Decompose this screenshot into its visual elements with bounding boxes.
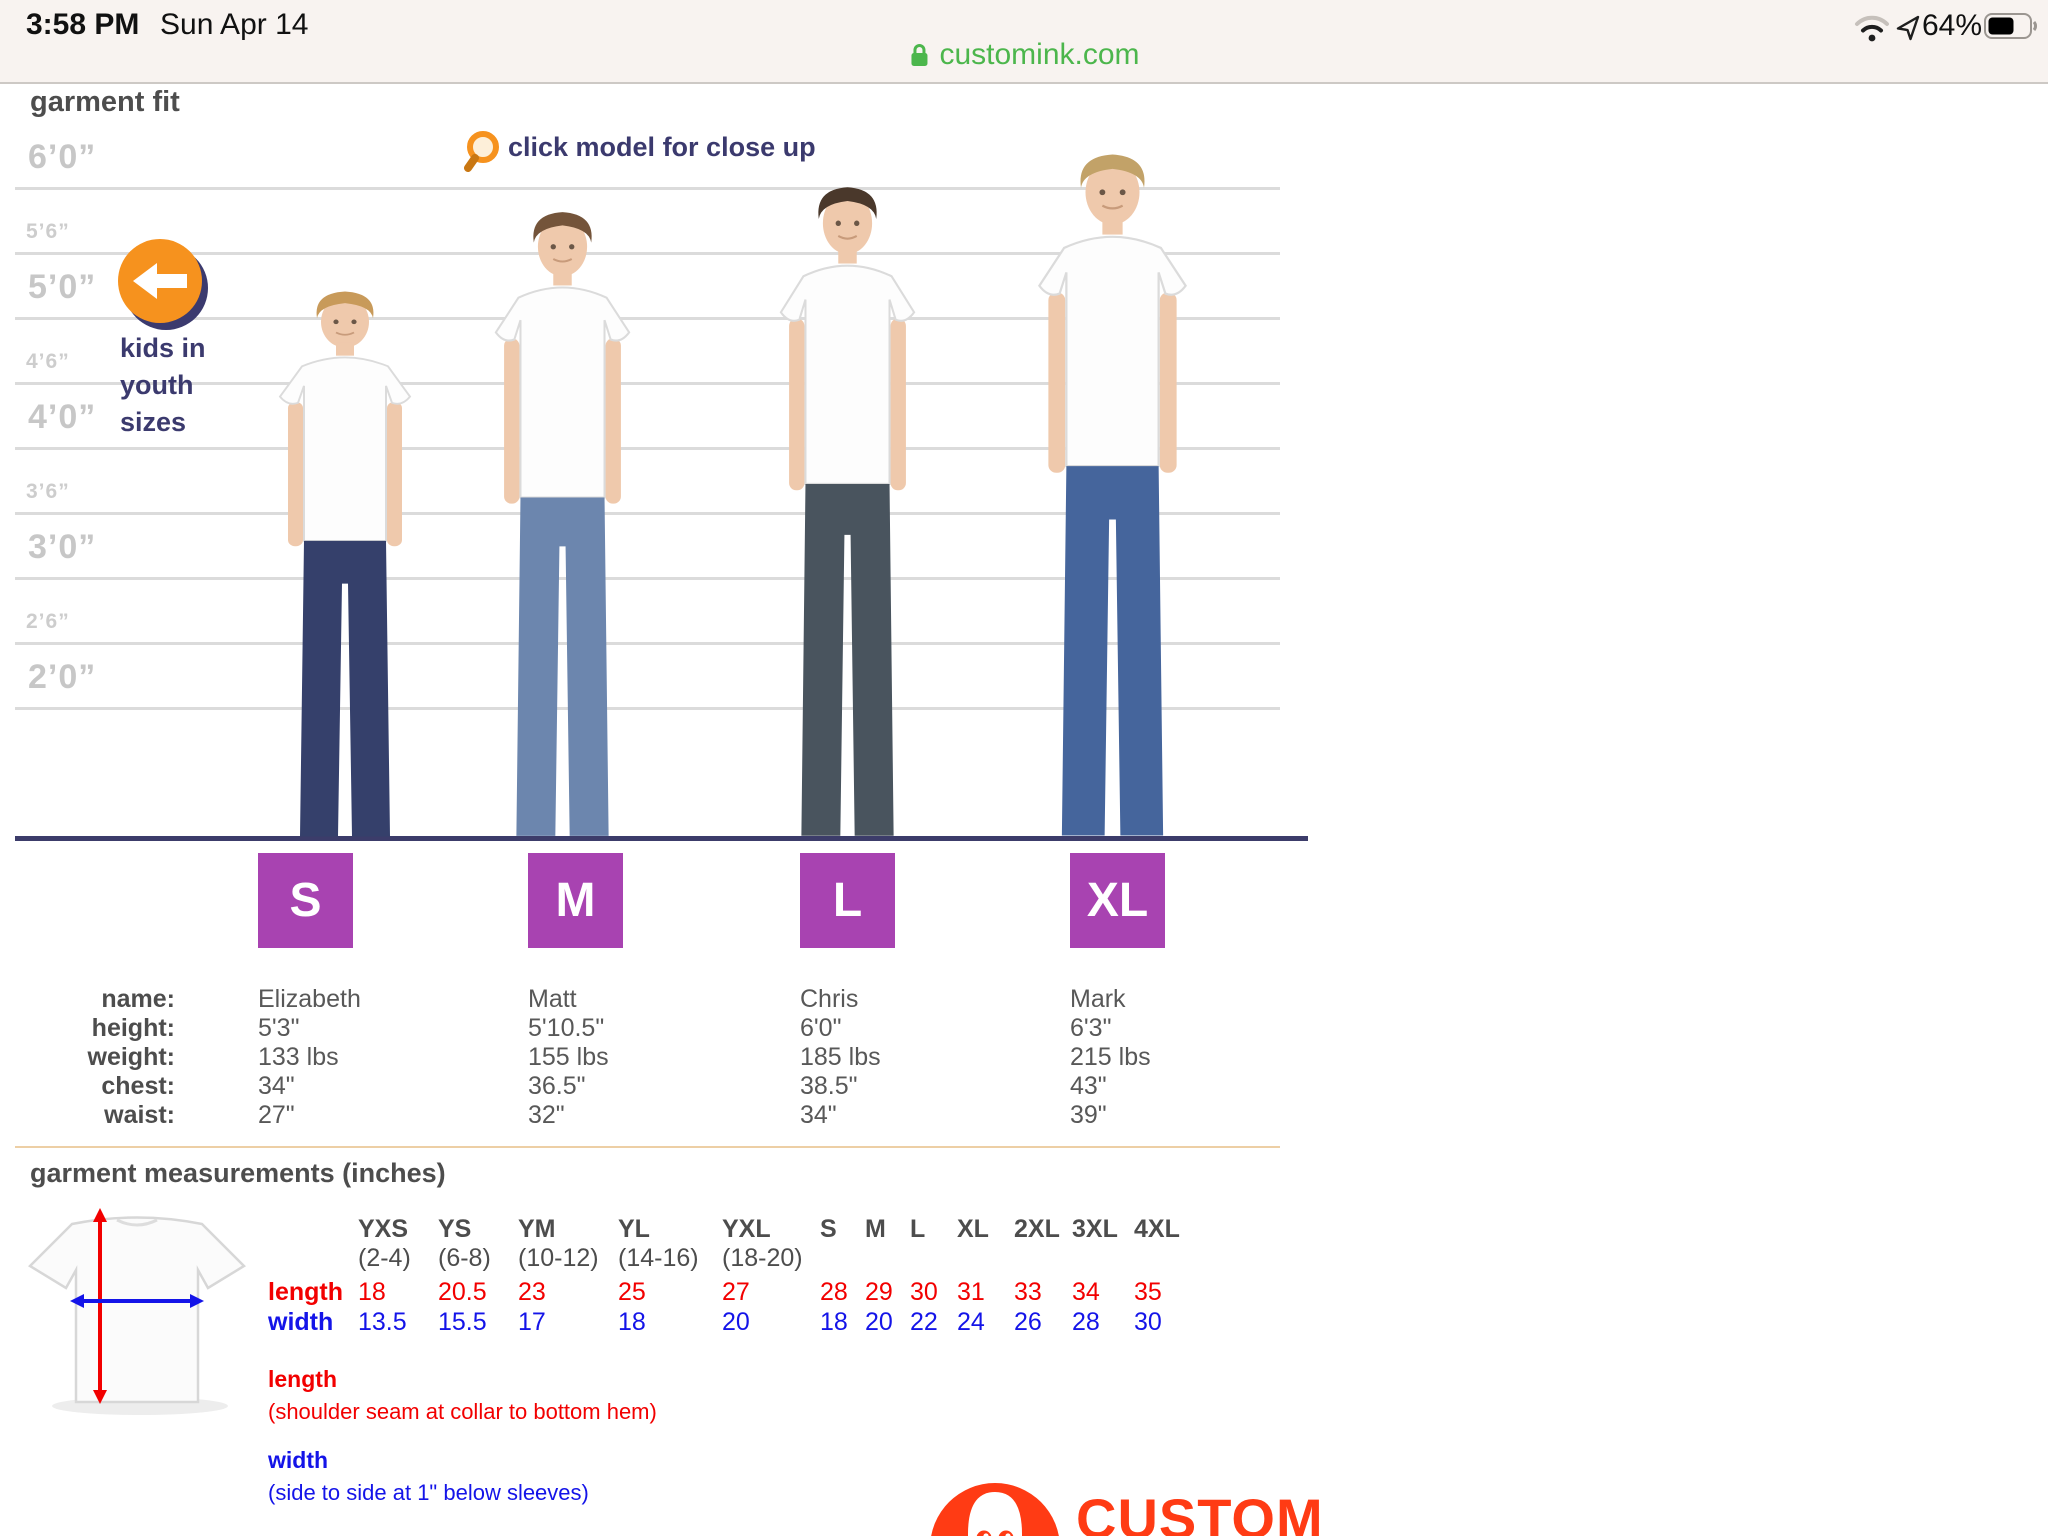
width-note-title: width xyxy=(268,1447,329,1473)
model-photo-chris[interactable] xyxy=(745,183,950,840)
size-badge-m: M xyxy=(528,853,623,948)
scale-label: 2’6” xyxy=(26,610,70,633)
table-row: chest: 34" 36.5" 38.5" 43" xyxy=(101,1072,1107,1100)
scale-line xyxy=(15,252,1280,255)
table-row: weight: 133 lbs 155 lbs 185 lbs 215 lbs xyxy=(87,1043,1151,1071)
length-row: length 18 20.5 23 25 27 28 29 30 31 33 3… xyxy=(268,1277,1162,1306)
scale-label: 5’0” xyxy=(28,268,97,306)
table-row: waist: 27" 32" 34" 39" xyxy=(104,1101,1107,1129)
scale-line xyxy=(15,187,1280,190)
cta-text: click model for close up xyxy=(508,132,816,162)
status-date: Sun Apr 14 xyxy=(160,8,309,41)
length-note-text: (shoulder seam at collar to bottom hem) xyxy=(268,1399,657,1424)
scale-line xyxy=(15,577,1280,580)
location-icon xyxy=(1896,15,1920,41)
scale-line xyxy=(15,642,1280,645)
size-badge-l: L xyxy=(800,853,895,948)
size-badge-xl: XL xyxy=(1070,853,1165,948)
length-note-title: length xyxy=(268,1366,337,1392)
scale-label: 2’0” xyxy=(28,658,97,696)
address-bar[interactable]: customink.com xyxy=(908,38,1140,72)
scale-label: 5’6” xyxy=(26,220,70,243)
brand-wordmark: CUSTOM xyxy=(1076,1487,1324,1536)
table-row: height: 5'3" 5'10.5" 6'0" 6'3" xyxy=(91,1014,1112,1042)
url-text: customink.com xyxy=(939,38,1140,71)
scale-line xyxy=(15,382,1280,385)
model-photo-mark[interactable] xyxy=(1000,150,1225,840)
model-photo-matt[interactable] xyxy=(460,208,665,840)
width-note-text: (side to side at 1" below sleeves) xyxy=(268,1480,589,1505)
age-range-row: (2-4) (6-8) (10-12) (14-16) (18-20) xyxy=(358,1244,803,1272)
kids-note: kids in youth sizes xyxy=(120,333,206,437)
scale-label: 4’6” xyxy=(26,350,70,373)
scale-line xyxy=(15,512,1280,515)
scale-label: 4’0” xyxy=(28,398,97,436)
wifi-icon xyxy=(1855,15,1889,42)
battery-percent: 64% xyxy=(1922,9,1983,42)
measurement-table: YXS YS YM YL YXL S M L XL 2XL 3XL 4XL (2… xyxy=(268,1214,1194,1337)
magnifier-icon xyxy=(464,131,499,172)
brand-wordmark-cut: INK xyxy=(1080,1528,1165,1536)
width-arrow xyxy=(70,1294,204,1308)
scale-line xyxy=(15,707,1280,710)
scale-label: 6’0” xyxy=(28,138,97,176)
measurement-notes: length (shoulder seam at collar to botto… xyxy=(268,1344,968,1506)
model-photo-elizabeth[interactable] xyxy=(245,288,445,840)
size-badge-s: S xyxy=(258,853,353,948)
scale-label: 3’0” xyxy=(28,528,97,566)
scale-line xyxy=(15,317,1280,320)
battery-icon xyxy=(1984,13,2037,39)
tshirt-diagram xyxy=(27,1208,247,1415)
width-row: width 13.5 15.5 17 18 20 18 20 22 24 26 … xyxy=(268,1307,1162,1336)
size-code-row: YXS YS YM YL YXL S M L XL 2XL 3XL 4XL xyxy=(358,1214,1180,1243)
lock-icon xyxy=(911,44,928,66)
section-divider xyxy=(15,1146,1280,1148)
kids-arrow-icon[interactable] xyxy=(118,239,202,323)
table-row: name: Elizabeth Matt Chris Mark xyxy=(101,985,1126,1013)
page-title: garment fit xyxy=(30,86,180,118)
safari-chrome: 3:58 PM Sun Apr 14 customink.com 64% xyxy=(0,0,2048,84)
scale-line xyxy=(15,447,1280,450)
scale-label: 3’6” xyxy=(26,480,70,503)
floor-line xyxy=(15,836,1308,841)
status-time: 3:58 PM xyxy=(26,8,140,41)
length-arrow xyxy=(93,1208,107,1404)
brand-mascot-icon xyxy=(931,1483,1059,1536)
measurements-title: garment measurements (inches) xyxy=(30,1158,446,1188)
